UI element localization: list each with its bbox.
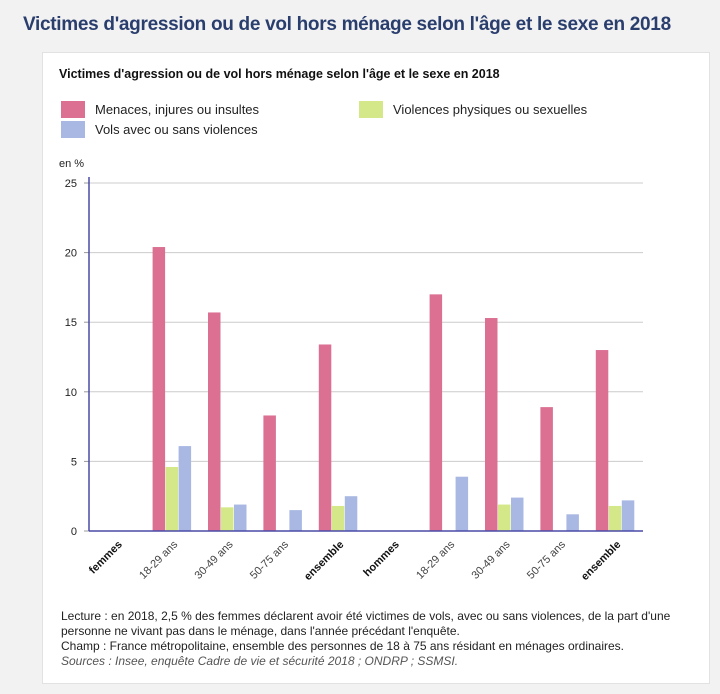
y-tick-label: 15 xyxy=(65,317,77,329)
legend-swatch-vols xyxy=(61,121,85,138)
chart-card: Victimes d'agression ou de vol hors ména… xyxy=(42,52,710,684)
bar xyxy=(221,507,234,531)
y-tick-label: 25 xyxy=(65,178,77,190)
x-tick-label: hommes xyxy=(361,539,401,579)
bar xyxy=(344,496,358,531)
note-champ: Champ : France métropolitaine, ensemble … xyxy=(61,639,624,653)
bar xyxy=(485,318,498,531)
bar xyxy=(208,312,221,531)
y-tick-label: 20 xyxy=(65,248,77,260)
x-tick-label: femmes xyxy=(87,539,125,577)
bar xyxy=(429,294,443,531)
legend-item-violences: Violences physiques ou sexuelles xyxy=(359,101,587,118)
note-sources: Sources : Insee, enquête Cadre de vie et… xyxy=(61,654,459,668)
bar-chart: en % 0 5 10 15 20 25 femmes 18-29 ans 30-49 ans 50… xyxy=(59,158,643,583)
x-tick-label: 30-49 ans xyxy=(193,538,236,581)
bar xyxy=(498,504,511,531)
x-tick-label: 50-75 ans xyxy=(248,538,291,581)
bar xyxy=(178,446,192,531)
bar xyxy=(234,504,247,531)
legend-swatch-violences xyxy=(359,101,383,118)
bar xyxy=(318,344,332,531)
note-lecture: Lecture : en 2018, 2,5 % des femmes décl… xyxy=(61,609,671,638)
legend-label-vols: Vols avec ou sans violences xyxy=(95,122,258,137)
x-tick-label: 50-75 ans xyxy=(525,538,568,581)
legend-item-menaces: Menaces, injures ou insultes xyxy=(61,101,259,118)
bar xyxy=(152,247,166,532)
legend-label-menaces: Menaces, injures ou insultes xyxy=(95,102,260,117)
bar xyxy=(263,415,276,531)
bar xyxy=(540,407,553,531)
bar xyxy=(595,350,609,531)
y-axis-label: en % xyxy=(59,158,84,170)
chart-notes: Lecture : en 2018, 2,5 % des femmes décl… xyxy=(61,609,691,669)
x-tick-label: 18-29 ans xyxy=(414,538,457,581)
bar xyxy=(165,466,179,531)
bar xyxy=(331,505,345,531)
bar xyxy=(455,476,469,531)
x-tick-label: 30-49 ans xyxy=(470,538,513,581)
y-tick-label: 5 xyxy=(71,456,77,468)
x-tick-label: ensemble xyxy=(579,539,623,583)
bar xyxy=(621,500,635,531)
bar xyxy=(289,510,302,531)
legend-swatch-menaces xyxy=(61,101,85,118)
bar xyxy=(608,505,622,531)
bar xyxy=(566,514,579,531)
x-tick-label: 18-29 ans xyxy=(137,538,180,581)
legend-label-violences: Violences physiques ou sexuelles xyxy=(393,102,588,117)
legend-item-vols: Vols avec ou sans violences xyxy=(61,121,258,138)
chart-title: Victimes d'agression ou de vol hors ména… xyxy=(59,67,500,81)
page-title: Victimes d'agression ou de vol hors ména… xyxy=(23,14,671,35)
bar xyxy=(511,497,524,531)
y-tick-label: 0 xyxy=(71,526,77,538)
x-tick-label: ensemble xyxy=(302,539,346,583)
y-tick-label: 10 xyxy=(65,387,77,399)
